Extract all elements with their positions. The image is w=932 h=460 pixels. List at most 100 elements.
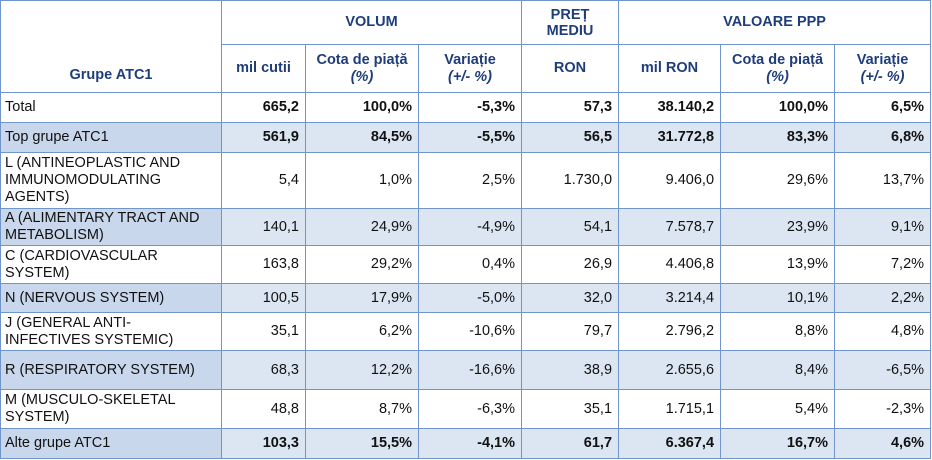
value-cell: 38.140,2 (618, 92, 722, 123)
value-cell: -4,9% (417, 208, 523, 246)
table-row: A (ALIMENTARY TRACT AND METABOLISM) 140,1… (0, 208, 932, 246)
value-cell: 13,9% (720, 245, 836, 284)
header-text: Cota de piață (316, 51, 408, 68)
table-row: L (ANTINEOPLASTIC AND IMMUNOMODULATING A… (0, 152, 932, 209)
header-unit: (%) (350, 68, 374, 85)
value-cell: 0,4% (417, 245, 523, 284)
row-label: J (GENERAL ANTI-INFECTIVES SYSTEMIC) (0, 312, 222, 351)
value-cell: 2,2% (834, 283, 932, 313)
value-cell: 68,3 (221, 350, 306, 390)
table-row: J (GENERAL ANTI-INFECTIVES SYSTEMIC) 35,1… (0, 312, 932, 351)
value-cell: 56,5 (521, 122, 620, 153)
value-cell: -5,0% (417, 283, 523, 313)
value-cell: 54,1 (521, 208, 620, 246)
value-cell: 6,2% (305, 312, 419, 351)
value-cell: 6,8% (834, 122, 932, 153)
value-cell: -5,5% (417, 122, 523, 153)
header-cell: Cota de piață (%) (305, 44, 419, 93)
value-cell: 7.578,7 (618, 208, 722, 246)
header-cell: Cota de piață (%) (720, 44, 836, 93)
value-cell: 16,7% (720, 428, 836, 459)
table-row: Alte grupe ATC1 103,3 15,5% -4,1% 61,7 6.367,… (0, 428, 932, 459)
value-cell: 163,8 (221, 245, 306, 284)
row-label: C (CARDIOVASCULAR SYSTEM) (0, 245, 222, 284)
value-cell: 7,2% (834, 245, 932, 284)
row-label: M (MUSCULO-SKELETAL SYSTEM) (0, 389, 222, 429)
row-label: Alte grupe ATC1 (0, 428, 222, 459)
row-label: Top grupe ATC1 (0, 122, 222, 153)
value-cell: 17,9% (305, 283, 419, 313)
header-text: RON (553, 60, 587, 76)
value-cell: 48,8 (221, 389, 306, 429)
value-cell: 12,2% (305, 350, 419, 390)
header-text: PREȚ MEDIU (546, 6, 594, 39)
value-cell: 9,1% (834, 208, 932, 246)
value-cell: 8,7% (305, 389, 419, 429)
value-cell: 35,1 (221, 312, 306, 351)
value-cell: -6,5% (834, 350, 932, 390)
value-cell: 100,0% (305, 92, 419, 123)
header-cell: VALOARE PPP (618, 0, 932, 45)
value-cell: 24,9% (305, 208, 419, 246)
table-row: C (CARDIOVASCULAR SYSTEM) 163,8 29,2% 0,4% 2… (0, 245, 932, 284)
value-cell: 10,1% (720, 283, 836, 313)
table-row: Total 665,2 100,0% -5,3% 57,3 38.140,2 100,0% 6… (0, 92, 932, 123)
value-cell: 29,2% (305, 245, 419, 284)
value-cell: 57,3 (521, 92, 620, 123)
value-cell: -10,6% (417, 312, 523, 351)
table-row: R (RESPIRATORY SYSTEM) 68,3 12,2% -16,6% 38,… (0, 350, 932, 390)
header-text: Variație (856, 51, 909, 68)
row-label: A (ALIMENTARY TRACT AND METABOLISM) (0, 208, 222, 246)
value-cell: 15,5% (305, 428, 419, 459)
row-label: Total (0, 92, 222, 123)
value-cell: 31.772,8 (618, 122, 722, 153)
value-cell: 83,3% (720, 122, 836, 153)
value-cell: 35,1 (521, 389, 620, 429)
value-cell: 6.367,4 (618, 428, 722, 459)
value-cell: 26,9 (521, 245, 620, 284)
value-cell: 4,8% (834, 312, 932, 351)
value-cell: -16,6% (417, 350, 523, 390)
value-cell: 2.655,6 (618, 350, 722, 390)
value-cell: 4.406,8 (618, 245, 722, 284)
value-cell: 4,6% (834, 428, 932, 459)
value-cell: 23,9% (720, 208, 836, 246)
header-text: Cota de piață (731, 51, 824, 68)
value-cell: 5,4 (221, 152, 306, 209)
value-cell: 9.406,0 (618, 152, 722, 209)
table-row: N (NERVOUS SYSTEM) 100,5 17,9% -5,0% 32,0 3.2… (0, 283, 932, 313)
value-cell: -5,3% (417, 92, 523, 123)
header-cell: VOLUM (220, 0, 523, 45)
value-cell: 100,5 (221, 283, 306, 313)
value-cell: 79,7 (521, 312, 620, 351)
value-cell: -2,3% (834, 389, 932, 429)
value-cell: 2.796,2 (618, 312, 722, 351)
value-cell: 665,2 (221, 92, 306, 123)
header-unit: (+/- %) (448, 68, 492, 85)
value-cell: 1,0% (305, 152, 419, 209)
value-cell: 6,5% (834, 92, 932, 123)
row-label: R (RESPIRATORY SYSTEM) (0, 350, 222, 390)
header-cell: Grupe ATC1 (0, 0, 222, 93)
header-text: mil cutii (236, 60, 291, 76)
value-cell: 100,0% (720, 92, 836, 123)
header-text: Variație (444, 51, 496, 68)
value-cell: 61,7 (521, 428, 620, 459)
value-cell: 8,4% (720, 350, 836, 390)
value-cell: 38,9 (521, 350, 620, 390)
value-cell: 561,9 (221, 122, 306, 153)
value-cell: -4,1% (417, 428, 523, 459)
value-cell: 84,5% (305, 122, 419, 153)
value-cell: 32,0 (521, 283, 620, 313)
value-cell: 1.715,1 (618, 389, 722, 429)
value-cell: 3.214,4 (618, 283, 722, 313)
header-cell: RON (521, 44, 620, 93)
value-cell: 5,4% (720, 389, 836, 429)
header-cell: mil cutii (221, 44, 306, 93)
value-cell: 8,8% (720, 312, 836, 351)
header-cell: PREȚ MEDIU (521, 0, 620, 45)
header-cell: mil RON (618, 44, 722, 93)
value-cell: 13,7% (834, 152, 932, 209)
